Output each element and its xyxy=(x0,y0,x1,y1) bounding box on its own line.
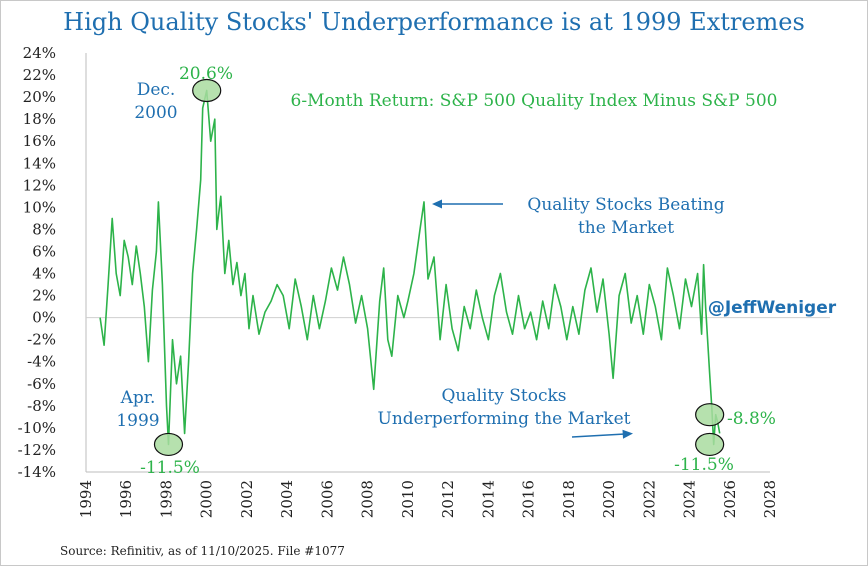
recent-value-annotation-1: -8.8% xyxy=(727,409,776,429)
x-tick-label: 2022 xyxy=(640,480,658,518)
chart-title: High Quality Stocks' Underperformance is… xyxy=(63,8,805,36)
y-tick-label: -14% xyxy=(18,463,56,481)
y-tick-label: 6% xyxy=(32,242,56,260)
x-tick-label: 2006 xyxy=(318,480,336,518)
peak-marker xyxy=(192,78,222,103)
y-tick-label: -6% xyxy=(27,375,56,393)
author-handle: @JeffWeniger xyxy=(708,298,837,318)
chart-subtitle: 6-Month Return: S&P 500 Quality Index Mi… xyxy=(291,91,778,111)
y-tick-label: 12% xyxy=(23,176,56,194)
x-tick-label: 2014 xyxy=(479,480,497,518)
y-tick-label: 4% xyxy=(32,265,56,283)
x-tick-label: 2012 xyxy=(439,480,457,518)
x-tick-label: 2028 xyxy=(761,480,779,518)
recent-marker-2 xyxy=(695,432,725,457)
series-line xyxy=(99,89,721,446)
x-tick-label: 2018 xyxy=(560,480,578,518)
trough-marker xyxy=(153,432,184,457)
x-tick-label: 2016 xyxy=(520,480,538,518)
x-tick-label: 1998 xyxy=(157,480,175,518)
y-tick-label: -8% xyxy=(27,397,56,415)
y-tick-label: 18% xyxy=(23,110,56,128)
underperforming-arrow xyxy=(571,429,633,439)
trough-date-annotation: Apr. 1999 xyxy=(116,388,159,431)
underperforming-annotation: Quality Stocks Underperforming the Market xyxy=(378,386,631,429)
y-tick-label: 10% xyxy=(23,198,56,216)
x-tick-label: 1994 xyxy=(77,480,95,518)
y-tick-label: 16% xyxy=(23,132,56,150)
peak-value-annotation: 20.6% xyxy=(179,64,233,84)
x-tick-label: 2000 xyxy=(198,480,216,518)
peak-date-annotation: Dec. 2000 xyxy=(134,80,177,123)
y-tick-label: -4% xyxy=(27,353,56,371)
x-tick-label: 2008 xyxy=(359,480,377,518)
x-tick-label: 2010 xyxy=(399,480,417,518)
beating-arrow xyxy=(432,199,503,209)
beating-annotation: Quality Stocks Beating the Market xyxy=(527,195,724,238)
y-tick-label: 0% xyxy=(32,309,56,327)
trough-value-annotation: -11.5% xyxy=(140,458,200,478)
y-tick-label: 20% xyxy=(23,88,56,106)
x-tick-label: 2024 xyxy=(681,480,699,518)
recent-value-annotation-2: -11.5% xyxy=(674,455,734,475)
x-tick-label: 2020 xyxy=(600,480,618,518)
x-tick-label: 2026 xyxy=(721,480,739,518)
source-note: Source: Refinitiv, as of 11/10/2025. Fil… xyxy=(60,544,345,558)
y-tick-label: -2% xyxy=(27,331,56,349)
y-tick-label: 8% xyxy=(32,220,56,238)
x-tick-label: 2002 xyxy=(238,480,256,518)
y-tick-label: 2% xyxy=(32,287,56,305)
y-tick-label: 22% xyxy=(23,66,56,84)
x-tick-labels: 1994 1996 1998 2000 2002 2004 2006 2008 2010 2012… xyxy=(77,480,779,518)
y-tick-label: 14% xyxy=(23,154,56,172)
y-tick-label: -12% xyxy=(18,441,56,459)
x-tick-label: 1996 xyxy=(117,480,135,518)
recent-marker-1 xyxy=(695,403,725,427)
y-tick-label: 24% xyxy=(23,44,56,62)
x-tick-label: 2004 xyxy=(278,480,296,518)
y-tick-label: -10% xyxy=(18,419,56,437)
y-tick-labels: 24% 22% 20% 18% 16% 14% 12% 10% 8% 6% 4% 2% 0% -2% -4%… xyxy=(18,44,56,481)
